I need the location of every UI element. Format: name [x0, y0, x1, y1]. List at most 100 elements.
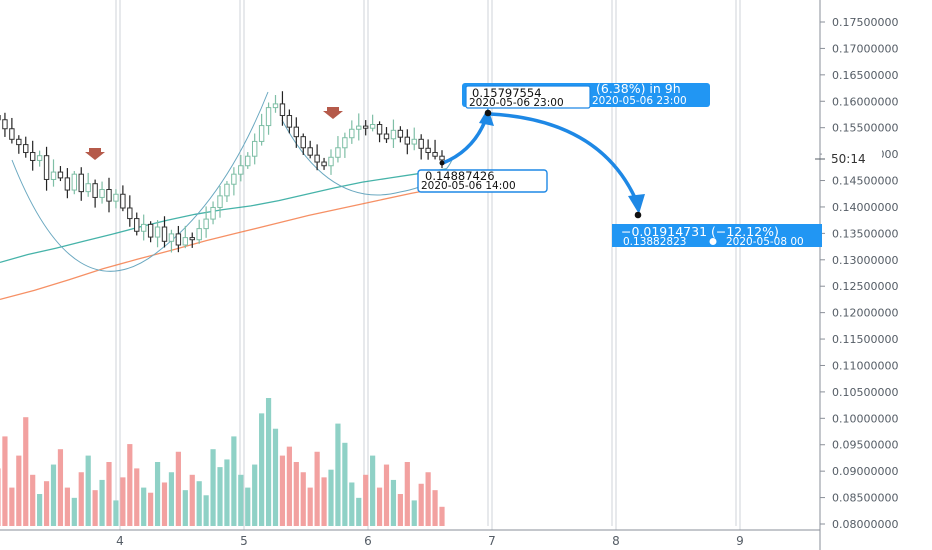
candle-body [258, 125, 265, 142]
volume-bar [30, 474, 36, 526]
volume-bar [23, 417, 29, 526]
candle-body [328, 156, 334, 167]
drop-arrow [489, 112, 638, 201]
candle-body [127, 207, 133, 220]
target-label[interactable]: (6.38%) in 9h 2020-05-06 23:00 0.1579755… [462, 81, 710, 109]
price-tick-label: 0.09500000 [832, 439, 898, 452]
candle-body [397, 129, 404, 138]
target-label-change: (6.38%) in 9h [596, 81, 681, 96]
candle-body [342, 137, 348, 149]
volume-bar [272, 428, 279, 526]
cup-curve-left [11, 91, 269, 272]
drop-label[interactable]: −0.01914731 (−12.12%) 0.13882823 2020-05… [612, 224, 822, 248]
candle-body [321, 161, 327, 167]
candle-body [251, 140, 258, 157]
target-label-date-shadow: 2020-05-06 23:00 [592, 95, 687, 107]
volume-bar [432, 490, 438, 526]
volume-bar [397, 494, 403, 526]
time-tick-label: 6 [364, 534, 372, 548]
volume-bar [224, 459, 230, 526]
candle-body [411, 138, 417, 145]
projection-arrows [439, 108, 645, 219]
volume-bar [425, 472, 431, 526]
candle-body [286, 115, 293, 128]
volume-bar [259, 413, 265, 526]
volume-bar [411, 500, 417, 526]
volume-bar [383, 464, 390, 526]
candle-body [85, 183, 91, 193]
volume-bar [50, 464, 57, 526]
countdown-text: 50:14 [831, 152, 866, 166]
drop-label-change: −0.01914731 (−12.12%) [621, 224, 779, 239]
price-tick-label: 0.13000000 [832, 254, 898, 267]
volume-bar [252, 464, 258, 526]
candle-body [99, 189, 105, 198]
volume-bar [370, 455, 376, 526]
down-marker-icon [323, 107, 343, 119]
price-tick-label: 0.14500000 [832, 175, 898, 188]
volume-bar [0, 468, 1, 526]
time-tick-label: 7 [488, 534, 496, 548]
volume-bar [293, 462, 299, 526]
price-tick-label: 0.15500000 [832, 122, 898, 135]
price-tick-label: 0.11000000 [832, 359, 898, 372]
price-tick-label: 0.08500000 [832, 492, 898, 505]
candle-body [265, 107, 272, 127]
candle-body [279, 103, 286, 117]
volume-bar [231, 436, 237, 526]
target-label-date: 2020-05-06 23:00 [469, 97, 564, 109]
candle-body [23, 144, 29, 154]
volume-bar [113, 500, 119, 526]
time-tick-label: 5 [240, 534, 248, 548]
volume-bar [238, 474, 244, 526]
candle-body [432, 152, 438, 157]
volume-bar [245, 487, 251, 526]
candle-body [404, 136, 411, 145]
volume-bar [196, 481, 202, 526]
price-tick-label: 0.12500000 [832, 280, 898, 293]
candle-body [203, 218, 209, 230]
candle-body [307, 147, 313, 156]
volume-bars [0, 398, 445, 526]
price-axis[interactable]: 0.17500000 0.17000000 0.16500000 0.16000000… [820, 16, 898, 531]
candle-body [217, 195, 223, 208]
volume-bar [279, 455, 286, 526]
candle-body [120, 193, 126, 209]
volume-bar [154, 462, 161, 526]
volume-bar [134, 468, 140, 526]
volume-bar [217, 467, 223, 526]
pattern-markers [85, 107, 343, 160]
candle-body [92, 183, 98, 198]
volume-bar [314, 451, 320, 526]
moving-average-line [0, 168, 447, 264]
candle-body [272, 103, 279, 109]
price-tick-label: 0.12000000 [832, 307, 898, 320]
volume-bar [148, 492, 154, 526]
volume-bar [418, 483, 424, 526]
candle-body [231, 173, 237, 185]
volume-bar [2, 436, 8, 526]
candle-body [390, 129, 397, 140]
volume-bar [57, 449, 64, 526]
time-tick-label: 4 [116, 534, 124, 548]
candle-body [161, 226, 168, 242]
volume-bar [286, 446, 292, 526]
price-tick-label: 0.10000000 [832, 412, 898, 425]
volume-bar [78, 472, 84, 526]
volume-bar [300, 472, 306, 526]
candle-body [36, 155, 43, 161]
time-axis[interactable]: 4 5 6 7 8 9 [0, 529, 820, 548]
candle-body [210, 206, 216, 220]
time-tick-label: 8 [612, 534, 620, 548]
candle-body [29, 152, 36, 161]
candle-body [182, 237, 189, 246]
candle-body [314, 154, 320, 163]
candle-body [147, 223, 154, 238]
moving-average-line [0, 186, 447, 301]
candle-body [134, 218, 140, 232]
candle-body [349, 128, 355, 139]
volume-bar [307, 487, 313, 526]
point-label[interactable]: 0.14887426 2020-05-06 14:00 [417, 169, 548, 193]
